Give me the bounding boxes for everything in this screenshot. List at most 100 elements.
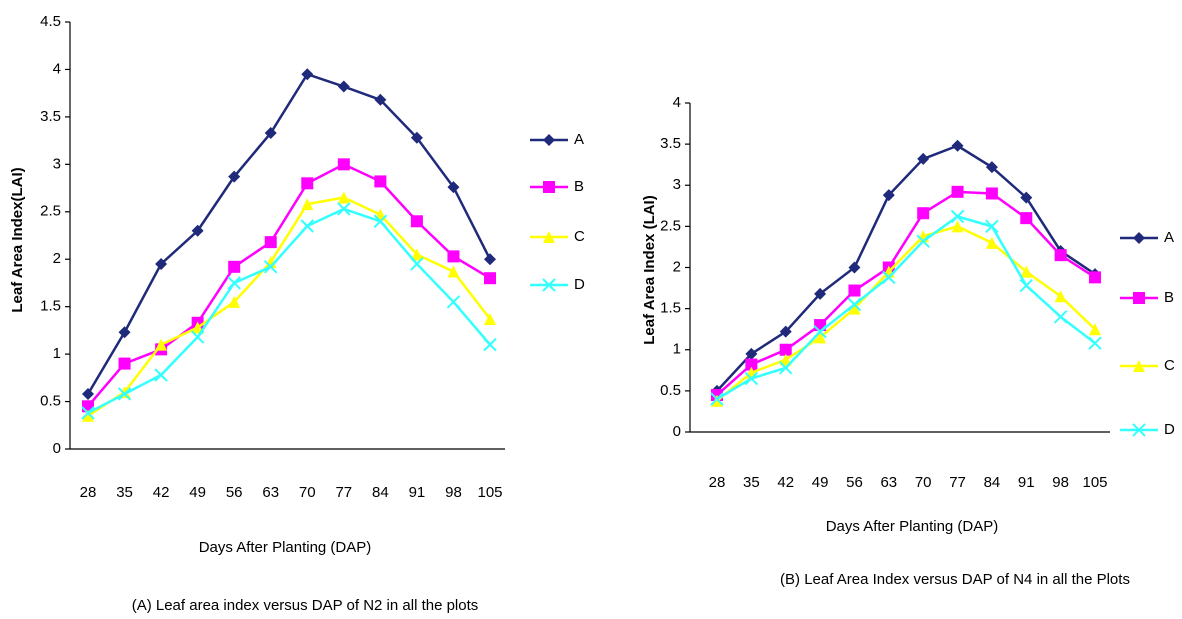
series-line [87, 196, 491, 417]
marker [410, 248, 423, 261]
y-tick-label: 3 [673, 176, 681, 193]
marker [848, 302, 861, 315]
marker [710, 392, 724, 406]
marker [484, 253, 496, 266]
marker [543, 231, 555, 243]
marker [264, 127, 277, 140]
legend-label: C [1164, 357, 1175, 374]
x-tick-label: 63 [880, 474, 897, 491]
marker [228, 170, 241, 183]
y-tick-label: 1.5 [40, 298, 61, 315]
marker [374, 175, 387, 188]
marker [1089, 271, 1101, 284]
marker [779, 361, 793, 375]
marker [543, 181, 555, 193]
marker [813, 324, 827, 339]
marker [951, 220, 964, 233]
marker [745, 358, 758, 371]
marker [447, 265, 460, 278]
marker [190, 330, 205, 344]
x-axis-label: Days After Planting (DAP) [826, 518, 999, 535]
marker [985, 187, 998, 200]
marker [848, 261, 861, 274]
marker [848, 284, 861, 297]
marker [117, 387, 132, 401]
marker [1132, 423, 1146, 437]
series-line [87, 207, 491, 415]
marker [484, 272, 496, 285]
marker [301, 198, 314, 211]
marker [446, 295, 461, 309]
marker [711, 394, 723, 407]
y-axis-label: Leaf Area Index(LAI) [9, 167, 26, 312]
marker [410, 215, 423, 228]
series-line [86, 72, 492, 395]
y-tick-label: 3.5 [40, 108, 61, 125]
marker [410, 131, 423, 144]
marker [118, 357, 131, 370]
x-tick-label: 28 [709, 474, 726, 491]
legend-label: A [574, 131, 584, 148]
legend-label: D [1164, 421, 1175, 438]
x-tick-label: 91 [409, 484, 426, 501]
marker [301, 177, 314, 190]
y-tick-label: 1.5 [660, 300, 681, 317]
y-tick-label: 0 [53, 440, 61, 457]
marker [1054, 290, 1067, 303]
marker [337, 158, 350, 171]
legend-label: C [574, 228, 585, 245]
marker [155, 257, 168, 270]
marker [542, 278, 556, 292]
marker [779, 343, 792, 356]
legend-label: B [574, 178, 584, 195]
x-tick-label: 28 [80, 484, 97, 501]
marker [300, 219, 314, 233]
marker [847, 297, 862, 312]
x-tick-label: 35 [116, 484, 133, 501]
x-tick-label: 42 [777, 474, 794, 491]
marker [484, 313, 496, 326]
y-tick-label: 2.5 [660, 217, 681, 234]
marker [1020, 265, 1033, 278]
marker [447, 181, 460, 194]
x-tick-label: 35 [743, 474, 760, 491]
x-tick-label: 70 [915, 474, 932, 491]
y-tick-label: 3.5 [660, 135, 681, 152]
x-tick-label: 105 [477, 484, 502, 501]
marker [1133, 292, 1145, 304]
marker [1133, 232, 1145, 244]
marker [1020, 191, 1033, 204]
marker [155, 338, 168, 351]
y-tick-label: 4 [53, 60, 61, 77]
x-tick-label: 77 [335, 484, 352, 501]
marker [373, 214, 388, 228]
marker [118, 326, 131, 339]
x-tick-label: 70 [299, 484, 316, 501]
marker [374, 93, 387, 106]
y-tick-label: 2.5 [40, 203, 61, 220]
x-tick-label: 91 [1018, 474, 1035, 491]
x-tick-label: 98 [1052, 474, 1069, 491]
marker [191, 224, 204, 237]
caption: (B) Leaf Area Index versus DAP of N4 in … [780, 571, 1130, 588]
marker [483, 337, 497, 352]
marker [301, 68, 314, 81]
x-tick-label: 63 [262, 484, 279, 501]
x-tick-label: 49 [812, 474, 829, 491]
marker [985, 219, 999, 234]
marker [814, 287, 827, 300]
marker [779, 353, 792, 366]
caption: (A) Leaf area index versus DAP of N2 in … [132, 597, 479, 614]
y-tick-label: 0.5 [40, 393, 61, 410]
marker [337, 191, 350, 204]
marker [916, 234, 930, 248]
y-tick-label: 2 [53, 250, 61, 267]
marker [264, 236, 277, 249]
y-tick-label: 1 [673, 341, 681, 358]
marker [337, 202, 351, 216]
marker [814, 331, 827, 344]
marker [1089, 323, 1101, 336]
y-tick-label: 4 [673, 94, 681, 111]
marker [228, 260, 241, 273]
